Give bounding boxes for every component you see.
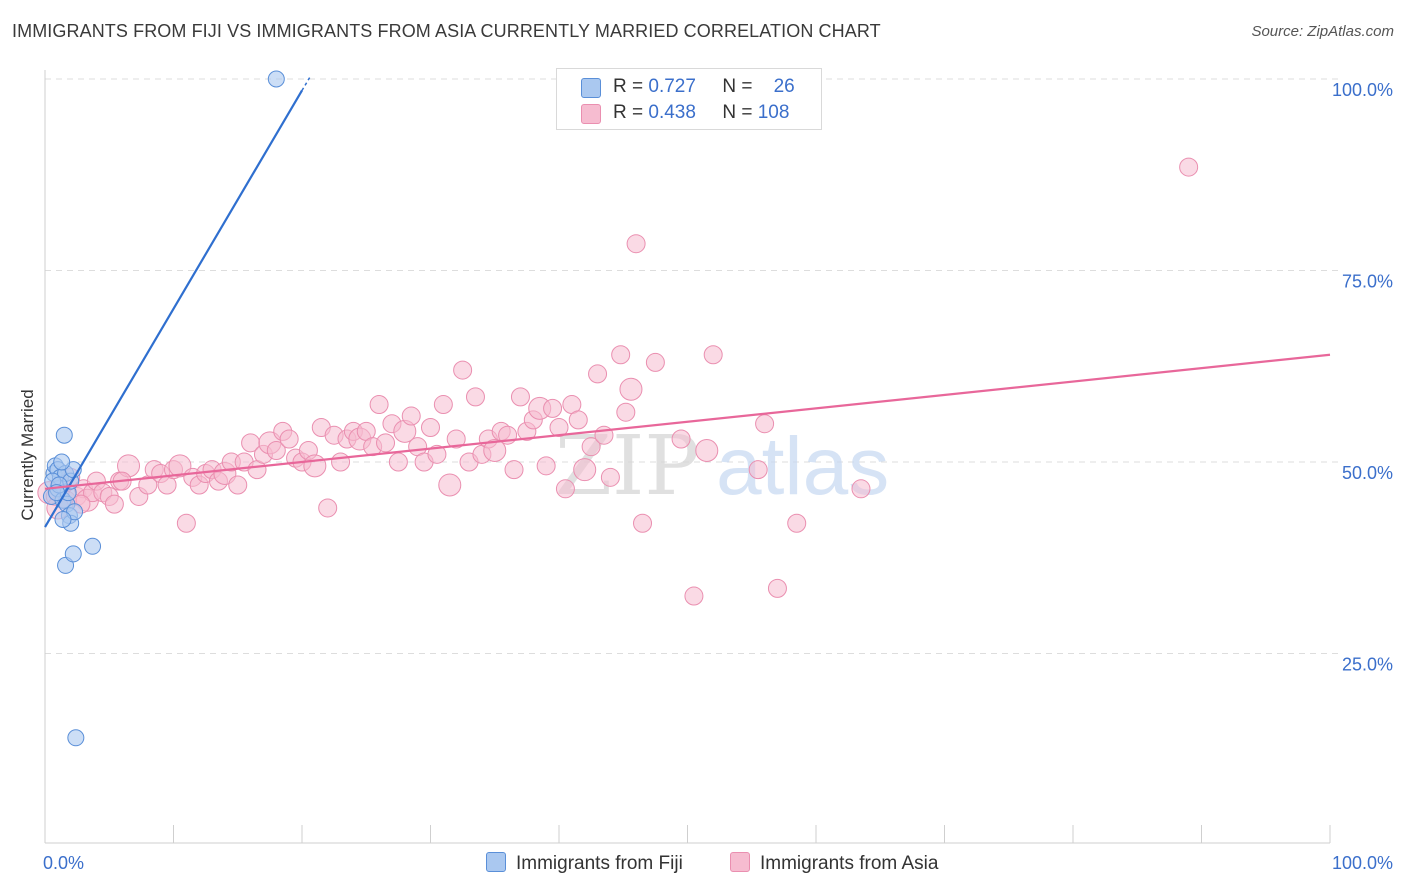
asia-trend-line xyxy=(44,353,1331,490)
asia-point xyxy=(626,234,646,254)
watermark-atlas: atlas xyxy=(716,421,889,512)
asia-point xyxy=(446,429,466,449)
asia-point xyxy=(748,460,768,480)
y-tick-label: 100.0% xyxy=(1332,80,1393,100)
asia-point xyxy=(388,452,408,472)
asia-point xyxy=(588,364,608,384)
bottom-legend-swatch-fiji xyxy=(486,852,506,872)
correlation-legend: R = 0.727 N = 26 R = 0.438 N = 108 xyxy=(556,68,822,130)
legend-n-value-asia: 108 xyxy=(757,102,790,123)
asia-point xyxy=(104,494,124,514)
asia-point xyxy=(510,387,530,407)
asia-series xyxy=(37,157,1199,606)
fiji-point xyxy=(54,510,72,528)
asia-point xyxy=(645,352,665,372)
asia-point xyxy=(483,439,507,463)
x-tick-label: 0.0% xyxy=(43,853,84,873)
asia-point xyxy=(633,513,653,533)
bottom-legend-fiji: Immigrants from Fiji xyxy=(486,852,683,875)
fiji-point xyxy=(55,426,73,444)
y-tick-label: 75.0% xyxy=(1342,272,1393,292)
asia-point xyxy=(331,452,351,472)
y-tick-label: 50.0% xyxy=(1342,463,1393,483)
asia-point xyxy=(616,402,636,422)
asia-point xyxy=(453,360,473,380)
fiji-point xyxy=(64,545,82,563)
asia-point xyxy=(427,444,447,464)
asia-point xyxy=(619,377,643,401)
legend-r-value-asia: 0.438 xyxy=(648,102,696,123)
legend-n-label: N = xyxy=(722,76,753,97)
asia-point xyxy=(611,345,631,365)
asia-point xyxy=(573,458,597,482)
legend-n-label: N = xyxy=(722,102,753,123)
asia-point xyxy=(318,498,338,518)
asia-point xyxy=(228,475,248,495)
asia-point xyxy=(684,586,704,606)
asia-point xyxy=(1179,157,1199,177)
asia-point xyxy=(536,456,556,476)
asia-point xyxy=(581,437,601,457)
legend-swatch-asia xyxy=(581,104,601,124)
fiji-trend-extension xyxy=(301,77,311,91)
asia-point xyxy=(176,513,196,533)
fiji-point xyxy=(84,537,102,555)
fiji-trend-line xyxy=(44,89,303,528)
legend-swatch-fiji xyxy=(581,78,601,98)
x-tick-label: 100.0% xyxy=(1332,853,1393,873)
asia-point xyxy=(421,418,440,438)
asia-point xyxy=(767,578,787,598)
asia-point xyxy=(504,460,524,480)
asia-point xyxy=(401,406,421,426)
trend-lines xyxy=(44,77,1331,528)
asia-point xyxy=(755,414,775,434)
fiji-series xyxy=(42,70,285,747)
grid-lines xyxy=(45,78,1340,654)
asia-point xyxy=(266,441,286,461)
chart-title: IMMIGRANTS FROM FIJI VS IMMIGRANTS FROM … xyxy=(12,21,881,41)
legend-r-label: R = xyxy=(613,76,644,97)
bottom-legend-asia: Immigrants from Asia xyxy=(730,852,938,875)
asia-point xyxy=(376,433,396,453)
asia-point xyxy=(549,418,569,438)
y-tick-label: 25.0% xyxy=(1342,655,1393,675)
asia-point xyxy=(279,429,299,449)
bottom-legend-swatch-asia xyxy=(730,852,750,872)
asia-point xyxy=(303,454,327,478)
bottom-legend-label-fiji: Immigrants from Fiji xyxy=(516,853,683,874)
legend-r-label: R = xyxy=(613,102,644,123)
tick-labels: 25.0% 50.0% 75.0% 100.0% 0.0% 100.0% xyxy=(43,80,1393,873)
asia-point xyxy=(695,439,719,463)
fiji-point xyxy=(267,70,285,88)
asia-point xyxy=(568,410,588,430)
source-label: Source: ZipAtlas.com xyxy=(1251,23,1394,40)
axes xyxy=(44,70,1331,844)
asia-point xyxy=(555,479,575,499)
fiji-point xyxy=(53,453,71,471)
legend-r-value-fiji: 0.727 xyxy=(648,76,696,97)
asia-point xyxy=(671,429,691,449)
asia-point xyxy=(465,387,485,407)
asia-point xyxy=(787,513,807,533)
y-axis-label: Currently Married xyxy=(18,389,37,521)
asia-point xyxy=(851,479,871,499)
asia-point xyxy=(703,345,723,365)
asia-point xyxy=(438,473,462,497)
asia-point xyxy=(543,398,563,418)
asia-point xyxy=(369,395,389,415)
asia-point xyxy=(600,467,620,487)
bottom-legend-label-asia: Immigrants from Asia xyxy=(760,853,939,874)
legend-n-value-fiji: 26 xyxy=(773,76,795,97)
asia-point xyxy=(433,395,453,415)
fiji-point xyxy=(67,729,85,747)
